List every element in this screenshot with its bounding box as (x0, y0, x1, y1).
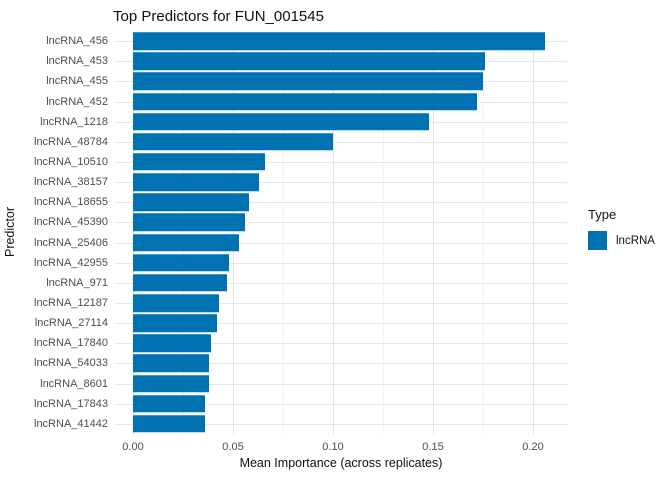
bar (133, 274, 227, 292)
x-axis-title: Mean Importance (across replicates) (239, 456, 443, 470)
bar-row (115, 112, 567, 132)
y-tick-label: lncRNA_453 (46, 55, 108, 68)
y-tick-label: lncRNA_10510 (34, 155, 108, 168)
gridline-minor (183, 31, 184, 434)
gridline-horizontal (115, 161, 567, 163)
bar-row (115, 212, 567, 232)
gridline-horizontal (115, 182, 567, 184)
plot-panel (115, 31, 567, 434)
y-tick-label: lncRNA_456 (46, 35, 108, 48)
bar-row (115, 51, 567, 71)
gridline-horizontal (115, 282, 567, 284)
x-tick-label: 0.10 (322, 441, 344, 453)
x-tick-label: 0.20 (522, 441, 544, 453)
gridline-major (533, 31, 534, 434)
bar-row (115, 253, 567, 273)
bar (133, 233, 239, 252)
y-tick-label: lncRNA_41442 (34, 417, 108, 430)
plot-title: Top Predictors for FUN_001545 (113, 8, 324, 25)
bar (133, 314, 217, 332)
bar-row (115, 353, 567, 373)
legend-item: lncRNA (588, 231, 655, 250)
bar-row (115, 273, 567, 293)
bar (133, 193, 249, 211)
legend: Type lncRNA (588, 207, 655, 250)
y-tick-label: lncRNA_38157 (34, 176, 108, 189)
y-tick-label: lncRNA_1218 (40, 115, 108, 128)
bar (133, 334, 211, 353)
gridline-horizontal (115, 262, 567, 264)
y-tick-label: lncRNA_455 (46, 75, 108, 88)
bar (133, 395, 205, 413)
bar-row (115, 192, 567, 212)
bar-row (115, 233, 567, 253)
bar (133, 92, 477, 111)
gridline-major (233, 31, 234, 434)
bar (133, 32, 545, 50)
gridline-minor (383, 31, 384, 434)
gridline-horizontal (115, 141, 567, 143)
y-tick-label: lncRNA_45390 (34, 216, 108, 229)
bar (133, 173, 259, 191)
gridline-horizontal (115, 242, 567, 244)
y-tick-label: lncRNA_27114 (34, 317, 108, 330)
y-tick-label: lncRNA_971 (46, 276, 108, 289)
gridline-minor (483, 31, 484, 434)
y-tick-label: lncRNA_12187 (34, 297, 108, 310)
bar-row (115, 333, 567, 353)
bar-row (115, 313, 567, 333)
y-axis-title: Predictor (3, 206, 17, 258)
gridline-horizontal (115, 383, 567, 385)
bar-row (115, 31, 567, 51)
gridline-major (433, 31, 434, 434)
bar (133, 52, 485, 70)
gridline-horizontal (115, 403, 567, 405)
gridline-major (133, 31, 134, 434)
gridline-horizontal (115, 202, 567, 204)
gridline-horizontal (115, 323, 567, 325)
y-tick-label: lncRNA_18655 (34, 196, 108, 209)
bar (133, 133, 333, 151)
x-tick-label: 0.15 (422, 441, 444, 453)
gridline-horizontal (115, 343, 567, 345)
gridline-minor (283, 31, 284, 434)
legend-title: Type (588, 207, 617, 222)
bar (133, 294, 219, 312)
y-tick-label: lncRNA_8601 (40, 377, 108, 390)
bar-row (115, 132, 567, 152)
gridline-horizontal (115, 222, 567, 224)
x-tick-label: 0.00 (122, 441, 144, 453)
legend-swatch (588, 231, 607, 250)
gridline-horizontal (115, 423, 567, 425)
bar-row (115, 91, 567, 111)
y-tick-label: lncRNA_42955 (34, 256, 108, 269)
gridline-horizontal (115, 363, 567, 365)
bar-row (115, 71, 567, 91)
bar-row (115, 172, 567, 192)
bar (133, 354, 209, 373)
y-tick-label: lncRNA_25406 (34, 236, 108, 249)
y-tick-label: lncRNA_452 (46, 95, 108, 108)
legend-item-label: lncRNA (616, 234, 655, 247)
bar (133, 374, 209, 393)
x-tick-label: 0.05 (222, 441, 244, 453)
y-tick-label: lncRNA_17840 (34, 337, 108, 350)
y-tick-label: lncRNA_17843 (34, 397, 108, 410)
bar (133, 253, 229, 272)
bar-row (115, 152, 567, 172)
y-tick-label: lncRNA_48784 (34, 135, 108, 148)
y-tick-label: lncRNA_54033 (34, 357, 108, 370)
gridline-horizontal (115, 303, 567, 304)
bar-row (115, 374, 567, 394)
bar (133, 213, 245, 232)
bar-row (115, 414, 567, 434)
gridline-major (333, 31, 334, 434)
bar (133, 153, 265, 171)
bar (133, 72, 483, 91)
bar-row (115, 293, 567, 313)
bar (133, 112, 429, 131)
bar-row (115, 394, 567, 414)
bar (133, 415, 205, 433)
